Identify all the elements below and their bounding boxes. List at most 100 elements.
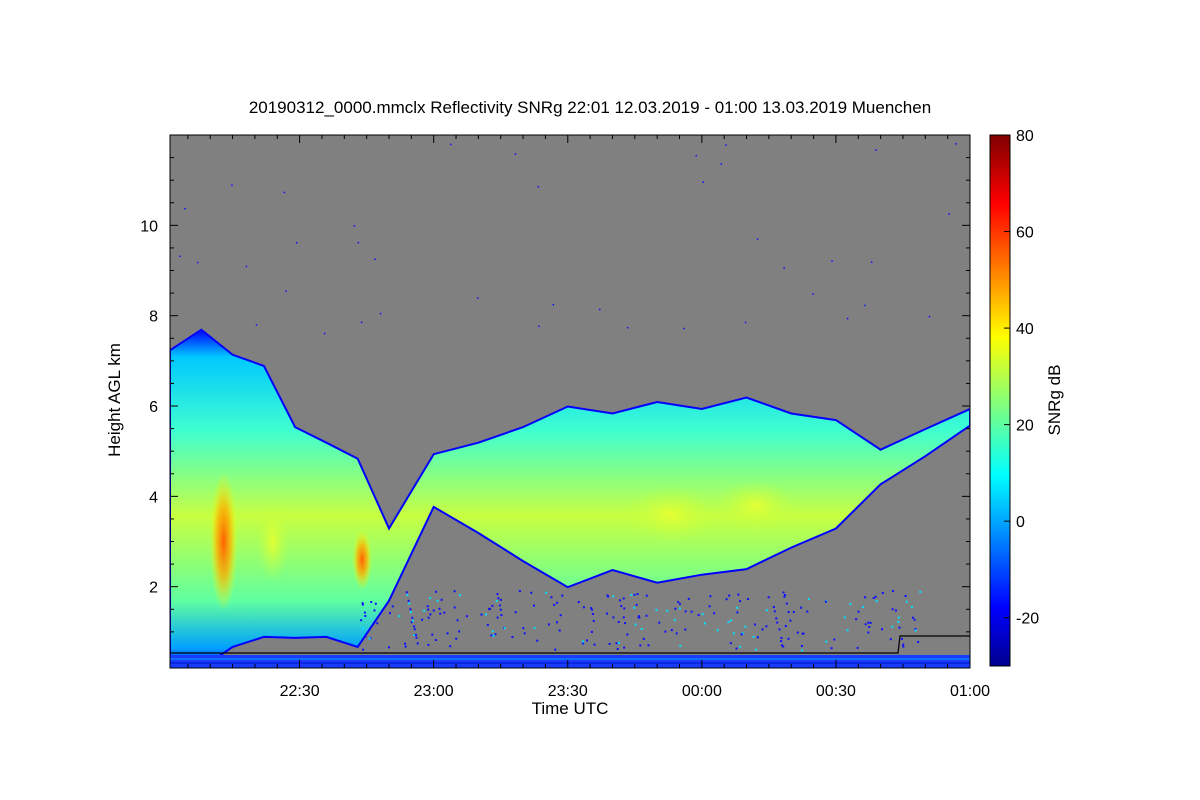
clutter-dot (449, 645, 452, 648)
clutter-dot (592, 619, 595, 622)
clutter-dot (761, 628, 764, 631)
clutter-dot (488, 608, 491, 611)
clutter-dot (713, 612, 716, 615)
clutter-dot (894, 609, 897, 612)
clutter-dot (679, 644, 682, 647)
clutter-dot (781, 644, 783, 647)
reflectivity-core (715, 480, 796, 531)
clutter-dot (617, 621, 620, 623)
clutter-dot (406, 594, 409, 597)
clutter-dot (867, 631, 870, 634)
x-tick-label: 00:00 (682, 683, 722, 700)
clutter-dot (765, 625, 768, 628)
ground-clutter-dots (179, 143, 957, 652)
clutter-dot (360, 619, 363, 622)
clutter-dot (556, 601, 559, 604)
clutter-dot (756, 238, 759, 240)
clutter-dot (537, 186, 540, 188)
clutter-dot (620, 605, 623, 608)
clutter-dot (902, 643, 905, 646)
clutter-dot (455, 637, 458, 640)
clutter-dot (411, 619, 414, 622)
clutter-dot (800, 606, 803, 609)
clutter-dot (716, 629, 719, 632)
clutter-dot (591, 613, 594, 615)
clutter-dot (426, 605, 429, 608)
clutter-dot (824, 600, 827, 603)
clutter-dot (413, 625, 416, 628)
clutter-dot (785, 602, 788, 605)
clutter-dot (398, 615, 401, 618)
clutter-dot (413, 628, 416, 631)
clutter-dot (732, 632, 735, 635)
colorbar-tick-label: 60 (1016, 225, 1034, 242)
clutter-dot (843, 616, 846, 619)
clutter-dot (855, 618, 858, 621)
clutter-dot (494, 633, 497, 636)
clutter-dot (374, 258, 376, 260)
clutter-dot (658, 621, 661, 624)
clutter-dot (427, 643, 430, 646)
colorbar-tick-label: 0 (1016, 514, 1025, 531)
clutter-dot (683, 327, 685, 330)
colorbar-tick-label: 40 (1016, 321, 1034, 338)
clutter-dot (720, 163, 722, 165)
clutter-dot (796, 631, 799, 634)
clutter-dot (619, 599, 622, 602)
clutter-dot (846, 629, 849, 632)
clutter-dot (868, 626, 871, 628)
reflectivity-core (352, 529, 373, 590)
clutter-dot (708, 605, 711, 608)
clutter-dot (892, 590, 894, 593)
clutter-dot (556, 621, 558, 624)
clutter-dot (780, 636, 783, 639)
clutter-dot (606, 594, 609, 597)
clutter-dot (638, 616, 641, 619)
clutter-dot (612, 595, 615, 598)
clutter-dot (872, 597, 875, 599)
clutter-dot (687, 597, 690, 600)
clutter-dot (670, 629, 673, 632)
clutter-dot (616, 648, 619, 650)
clutter-dot (431, 633, 434, 636)
clutter-dot (503, 627, 506, 630)
clutter-dot (498, 604, 501, 607)
clutter-dot (538, 325, 540, 328)
clutter-dot (727, 621, 730, 623)
clutter-dot (413, 634, 416, 636)
clutter-dot (861, 605, 864, 608)
clutter-dot (353, 225, 356, 227)
x-tick-label: 22:30 (280, 683, 320, 700)
chart-title: 20190312_0000.mmclx Reflectivity SNRg 22… (248, 98, 932, 117)
clutter-dot (456, 619, 459, 622)
clutter-dot (536, 639, 539, 642)
clutter-dot (633, 606, 636, 609)
clutter-dot (391, 605, 394, 608)
clutter-dot (831, 260, 833, 262)
clutter-dot (410, 621, 413, 624)
clutter-dot (559, 614, 562, 617)
clutter-dot (416, 642, 419, 645)
clutter-dot (197, 261, 199, 264)
clutter-dot (434, 639, 437, 641)
clutter-dot (622, 597, 625, 600)
clutter-dot (702, 181, 704, 183)
y-tick-label: 8 (149, 309, 158, 326)
clutter-dot (427, 616, 430, 619)
clutter-dot (783, 595, 786, 598)
clutter-dot (870, 261, 873, 263)
clutter-dot (806, 610, 809, 613)
clutter-dot (459, 594, 461, 597)
clutter-dot (782, 591, 785, 594)
clutter-dot (911, 616, 914, 619)
clutter-dot (490, 634, 493, 637)
reflectivity-field (170, 143, 970, 668)
clutter-dot (647, 644, 650, 647)
clutter-dot (414, 633, 417, 636)
clutter-dot (626, 327, 629, 329)
clutter-dot (740, 633, 743, 636)
clutter-dot (690, 610, 693, 613)
clutter-dot (913, 618, 916, 621)
clutter-dot (495, 600, 498, 602)
clutter-dot (285, 290, 287, 292)
